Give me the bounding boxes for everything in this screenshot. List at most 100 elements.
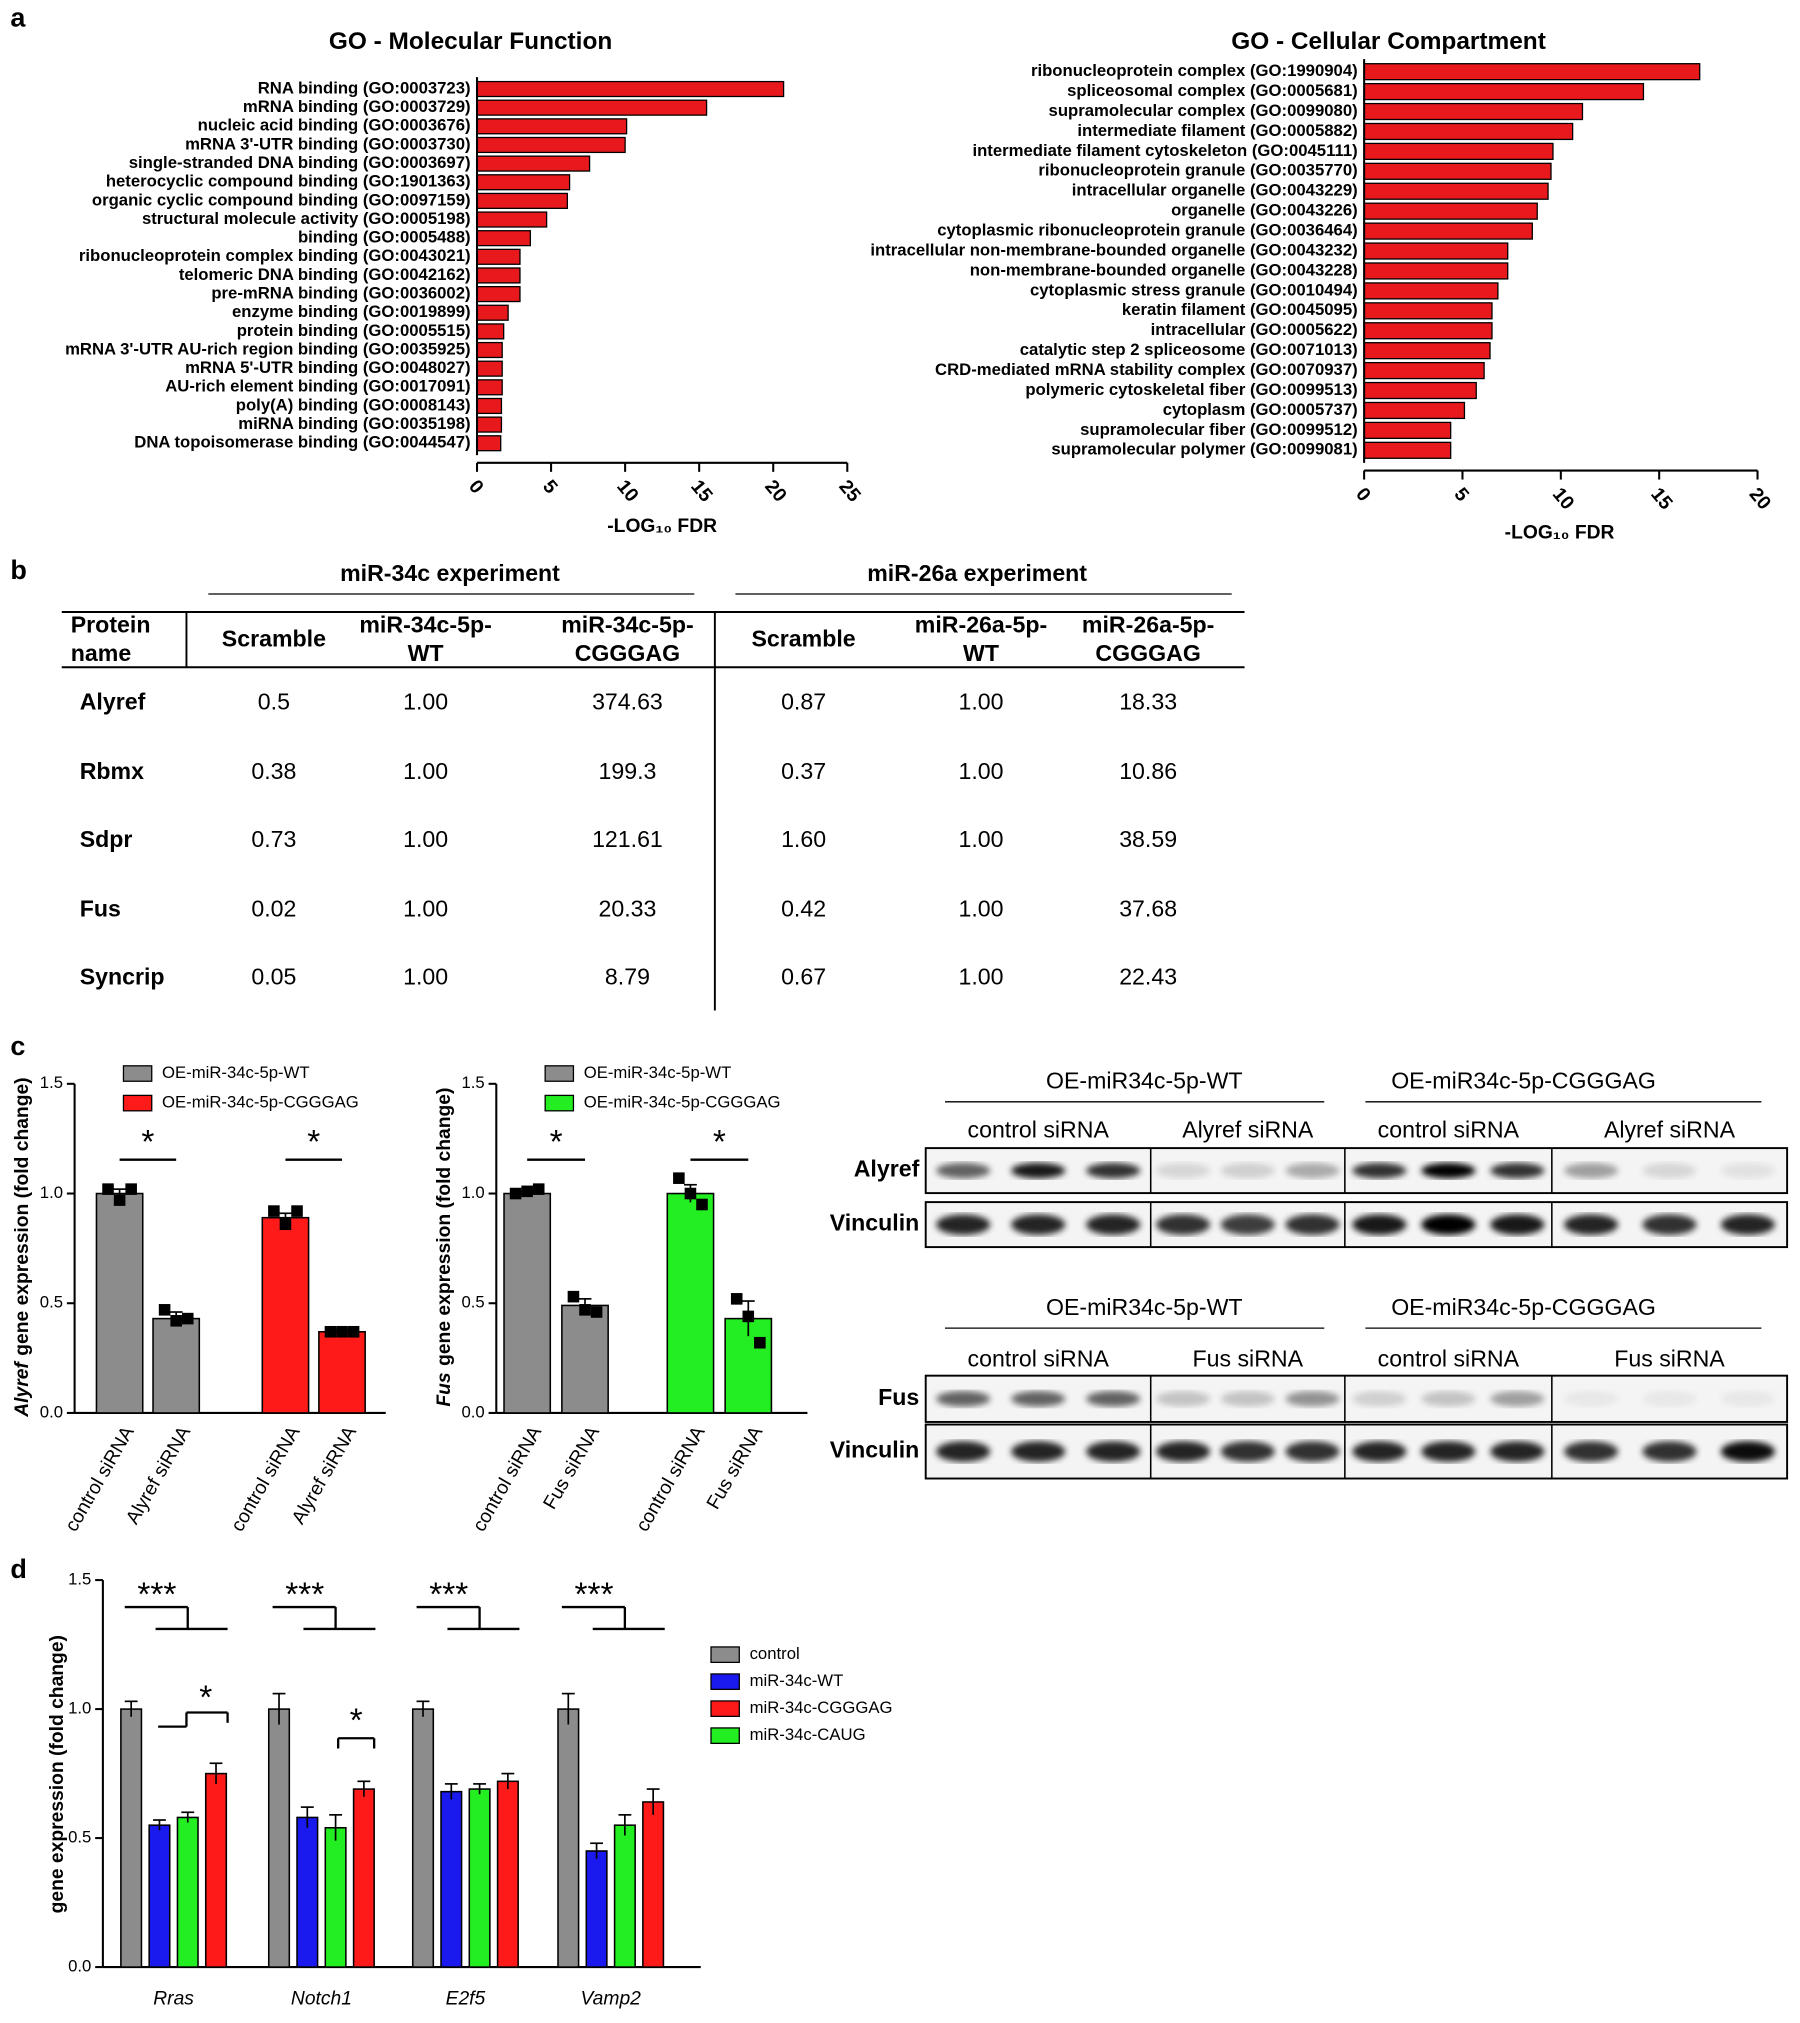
- data-point: [579, 1304, 591, 1316]
- blot-band: [1285, 1441, 1340, 1462]
- blot-band: [1156, 1214, 1211, 1235]
- blot-band: [1720, 1441, 1775, 1462]
- data-point: [509, 1187, 522, 1200]
- bar: [1363, 401, 1466, 420]
- significance: *: [199, 1679, 212, 1716]
- bar: [476, 323, 505, 340]
- significance: *: [141, 1124, 154, 1161]
- blot-band: [1421, 1441, 1476, 1462]
- bar: [1363, 242, 1509, 260]
- category-label: supramolecular polymer (GO:0099081): [1051, 440, 1357, 459]
- table-cell: 22.43: [1119, 964, 1177, 990]
- bar: [1363, 162, 1552, 180]
- category-label: protein binding (GO:0005515): [237, 321, 471, 340]
- category-label: intracellular non-membrane-bounded organ…: [870, 240, 1357, 259]
- table-header: miR-34c-5p-CGGGAG: [561, 612, 694, 666]
- bar: [1363, 441, 1452, 459]
- x-tick-label: 20: [760, 476, 790, 506]
- blot-row-label: Vinculin: [830, 1210, 920, 1236]
- category-label: ribonucleoprotein complex binding (GO:00…: [79, 246, 471, 265]
- x-tick-label: control siRNA: [632, 1423, 709, 1536]
- blot-row-label: Fus: [878, 1384, 919, 1410]
- blot-band: [1564, 1441, 1619, 1462]
- blot-band: [1011, 1162, 1066, 1179]
- blot-band: [1642, 1441, 1697, 1462]
- bar: [476, 267, 521, 284]
- blot-band: [936, 1391, 991, 1407]
- blot-band: [1220, 1391, 1275, 1407]
- blot-band: [1642, 1214, 1697, 1235]
- category-label: DNA topoisomerase binding (GO:0044547): [134, 433, 470, 452]
- table-cell: 0.37: [781, 758, 826, 784]
- category-label: intermediate filament cytoskeleton (GO:0…: [972, 141, 1357, 160]
- x-tick-label: 0: [1351, 484, 1374, 506]
- data-point: [684, 1187, 697, 1200]
- blot-band: [1220, 1214, 1275, 1235]
- legend-swatch: [710, 1673, 740, 1691]
- category-label: supramolecular fiber (GO:0099512): [1080, 420, 1358, 439]
- panel-label: a: [10, 2, 26, 32]
- bar: [476, 230, 531, 247]
- table-header-cell: Protein name: [71, 613, 151, 666]
- category-label: cytoplasm (GO:0005737): [1163, 400, 1358, 419]
- blot-band: [1352, 1214, 1407, 1235]
- blot-header: OE-miR34c-5p-CGGGAG: [1391, 1068, 1656, 1094]
- bar: [267, 1708, 291, 1968]
- x-tick-label: Fus siRNA: [540, 1423, 604, 1513]
- data-point: [291, 1205, 303, 1217]
- blot-lane-label: Alyref siRNA: [1604, 1116, 1736, 1142]
- table-header-cell: Scramble: [751, 626, 855, 652]
- blot-band: [1720, 1162, 1775, 1179]
- bar: [204, 1772, 228, 1968]
- data-point: [347, 1325, 360, 1338]
- blot-band: [936, 1162, 991, 1179]
- blot-band: [1490, 1441, 1545, 1462]
- bar: [476, 360, 503, 377]
- data-point: [673, 1172, 685, 1184]
- category-label: poly(A) binding (GO:0008143): [236, 395, 471, 414]
- blot-band: [1352, 1391, 1407, 1407]
- legend-swatch: [122, 1065, 153, 1082]
- blot-band: [1156, 1441, 1211, 1462]
- significance: ***: [137, 1577, 176, 1614]
- x-tick-label: Fus siRNA: [703, 1423, 767, 1513]
- bar: [1363, 202, 1538, 220]
- legend-swatch: [122, 1094, 153, 1112]
- y-tick-label: 0.0: [461, 1402, 484, 1421]
- x-tick-label: 10: [612, 476, 642, 506]
- y-tick-label: 1.5: [461, 1073, 484, 1092]
- x-axis-label: -LOG₁₀ FDR: [607, 516, 717, 537]
- bar: [1363, 142, 1554, 161]
- blot-row-label: Alyref: [854, 1156, 920, 1182]
- bar: [261, 1216, 310, 1414]
- category-label: non-membrane-bounded organelle (GO:00432…: [970, 260, 1358, 279]
- blot-band: [1720, 1391, 1775, 1407]
- x-tick-label: 5: [1450, 484, 1473, 506]
- legend-label: miR-34c-CGGGAG: [750, 1698, 893, 1717]
- category-label: supramolecular complex (GO:0099080): [1049, 101, 1358, 120]
- category-label: intermediate filament (GO:0005882): [1077, 121, 1357, 140]
- x-tick-label: Notch1: [291, 1988, 352, 2009]
- bar: [503, 1192, 552, 1414]
- category-label: cytoplasmic ribonucleoprotein granule (G…: [937, 221, 1357, 240]
- x-tick-label: 10: [1548, 484, 1578, 514]
- y-axis-label-gene: Alyref: [12, 1360, 33, 1418]
- significance: *: [350, 1703, 363, 1740]
- y-axis-label-gene: Fus: [434, 1372, 455, 1407]
- y-tick-label: 1.5: [68, 1570, 91, 1589]
- legend-label: OE-miR-34c-5p-WT: [162, 1063, 310, 1082]
- blot-band: [1011, 1441, 1066, 1462]
- bar: [561, 1304, 609, 1414]
- legend-swatch: [710, 1646, 740, 1664]
- data-point: [113, 1194, 126, 1206]
- table-cell: 10.86: [1119, 758, 1177, 784]
- blot-band: [1642, 1391, 1697, 1407]
- bar: [666, 1192, 715, 1414]
- blot-band: [1564, 1214, 1619, 1235]
- category-label: keratin filament (GO:0045095): [1122, 300, 1358, 319]
- y-axis-label: gene expression (fold change): [47, 1635, 68, 1913]
- legend-label: miR-34c-WT: [750, 1671, 844, 1690]
- y-tick-label: 0.0: [68, 1956, 91, 1975]
- bar: [1363, 381, 1477, 400]
